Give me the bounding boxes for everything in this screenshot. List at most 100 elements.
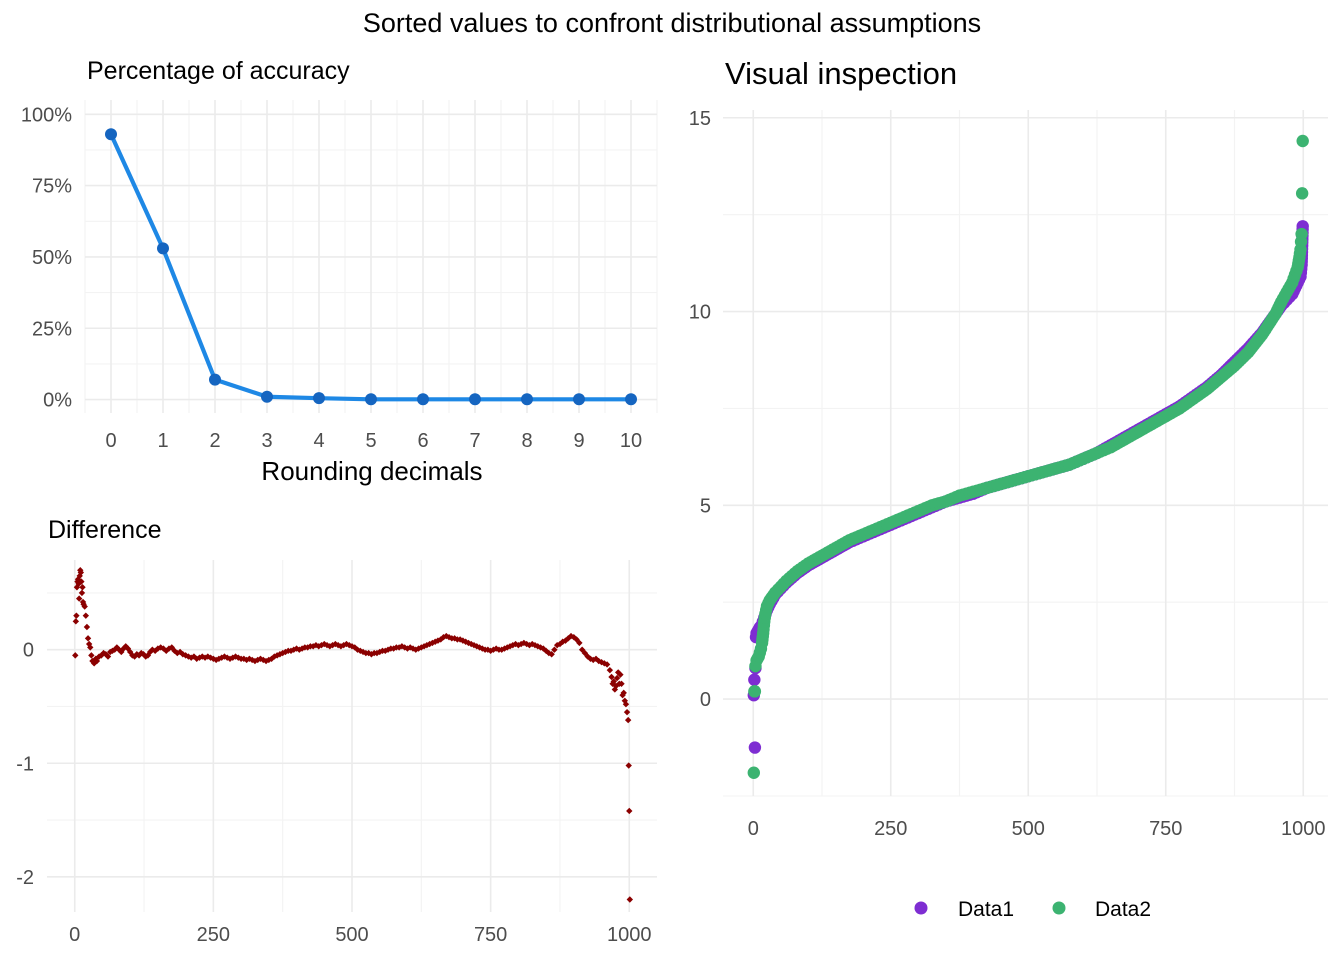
accuracy-y-tick-label: 50% [32,247,72,269]
difference-data-point [548,651,555,658]
legend-label-data1: Data1 [958,898,1014,921]
difference-y-tick-label: -2 [16,867,34,889]
accuracy-data-point [469,393,481,406]
legend-key-data1 [914,901,928,915]
difference-data-point [465,639,472,647]
difference-data-point [618,680,625,687]
difference-data-point [429,639,436,647]
difference-data-point [348,643,356,650]
difference-data-point [84,635,92,642]
difference-data-point [76,572,83,580]
difference-data-point [523,640,530,648]
difference-data-point [290,646,297,653]
difference-data-point [111,646,118,653]
difference-data-point [133,651,141,658]
difference-data-point [551,646,558,653]
difference-data-point [434,637,442,644]
difference-data-point [590,656,597,664]
difference-data-point [412,646,419,653]
accuracy-x-tick-label: 8 [521,430,532,452]
difference-data-point [343,640,350,648]
difference-data-point [620,689,627,697]
difference-data-point [490,646,497,653]
difference-data-point [318,641,325,649]
difference-y-tick-label: 0 [23,640,34,662]
difference-data-point [78,578,85,585]
difference-data-point [626,807,633,815]
accuracy-x-tick-label: 1 [157,430,168,452]
accuracy-data-point [365,393,377,406]
accuracy-x-tick-label: 3 [261,430,272,452]
difference-chart: 0 250 500 750 1000 -2 -1 0 [16,560,657,946]
accuracy-x-tick-label: 10 [620,430,642,452]
difference-data-point [567,632,575,640]
accuracy-x-tick-label: 4 [313,430,324,452]
visual-y-tick-label: 5 [700,495,711,517]
difference-data-point [243,656,250,664]
visual-y-tick-label: 0 [700,689,711,711]
visual-data1-point [748,741,762,754]
difference-data-point [174,649,181,657]
difference-data-point [138,649,145,657]
difference-data-point [93,657,101,665]
difference-data-point [78,589,86,597]
difference-data-point [279,649,286,657]
difference-data-point [102,651,109,658]
difference-data-point [282,648,289,656]
difference-data-point [384,646,392,653]
difference-data-point [80,601,87,608]
difference-data-point [610,678,617,685]
difference-data-point [122,643,129,650]
accuracy-panel-title: Percentage of accuracy [87,57,350,85]
difference-data-point [473,643,480,650]
accuracy-y-tick-label: 100% [21,104,72,126]
difference-data-point [423,641,431,649]
difference-y-tick-label: -1 [16,753,34,775]
difference-panel-title: Difference [48,516,162,544]
difference-data-point [426,640,433,648]
accuracy-chart: 0 1 2 3 4 5 6 7 8 9 100%25%50%75%100% [21,100,658,452]
difference-data-point [509,641,517,649]
difference-data-point [276,651,284,658]
difference-data-point [626,896,634,903]
visual-x-tick-label: 250 [874,818,907,840]
visual-y-tick-label: 10 [689,302,711,324]
difference-data-point [622,701,630,708]
difference-data-point [625,762,632,769]
difference-data-point [254,656,261,664]
accuracy-data-point [417,393,429,406]
difference-data-point [77,569,85,576]
visual-x-tick-label: 0 [748,818,759,840]
accuracy-x-tick-label: 6 [417,430,428,452]
difference-data-point [601,660,608,667]
visual-x-tick-label: 750 [1149,818,1182,840]
accuracy-y-tick-label: 75% [32,176,72,198]
accuracy-y-tick-label: 25% [32,318,72,340]
legend-label-data2: Data2 [1095,898,1151,921]
difference-data-point [376,648,383,656]
accuracy-data-point [105,128,117,141]
difference-data-point [520,639,528,647]
difference-data-point [296,646,303,653]
difference-data-point [506,643,514,650]
difference-data-point [88,652,95,659]
difference-data-point [329,641,336,649]
difference-data-point [265,656,273,664]
difference-x-tick-label: 0 [69,924,80,946]
difference-data-point [118,648,125,656]
difference-data-point [321,640,328,648]
difference-data-point [443,632,450,640]
difference-data-point [100,649,107,657]
difference-data-point [146,648,154,656]
difference-data-point [611,686,619,693]
legend: Data1 Data2 [914,898,1151,921]
visual-x-tick-label: 1000 [1281,818,1326,840]
difference-data-point [171,647,178,655]
legend-key-data2 [1052,901,1066,915]
difference-data-point [357,647,364,655]
accuracy-data-point [209,373,221,386]
difference-data-point [332,640,339,648]
difference-data-point [72,652,79,659]
difference-data-point [359,648,367,656]
difference-data-point [621,697,629,704]
